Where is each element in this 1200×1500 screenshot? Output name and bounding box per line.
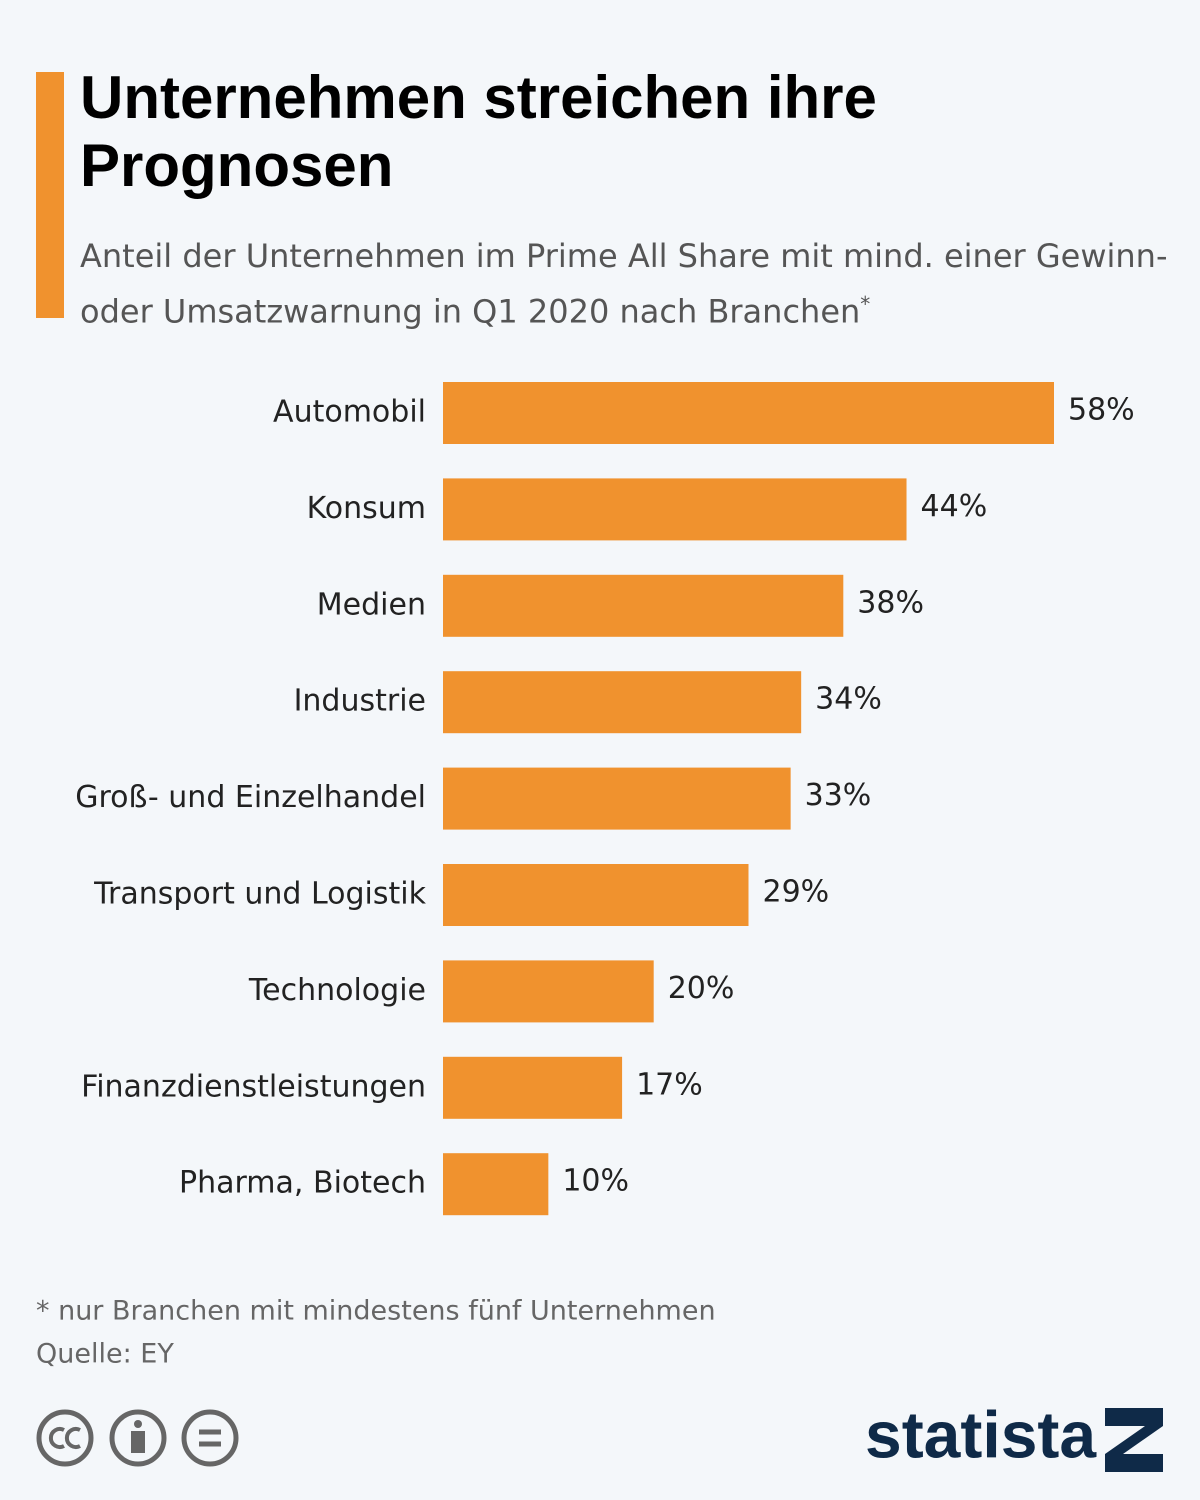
- bar: [443, 767, 791, 830]
- accent-bar: [36, 72, 64, 318]
- bar: [443, 671, 802, 734]
- bar: [443, 864, 749, 926]
- bar: [443, 960, 654, 1023]
- category-label: Industrie: [294, 684, 426, 719]
- category-label: Pharma, Biotech: [179, 1166, 426, 1201]
- chart-title: Unternehmen streichen ihre Prognosen: [80, 64, 877, 199]
- value-label: 38%: [857, 585, 924, 620]
- category-label: Konsum: [307, 491, 426, 526]
- bar: [443, 478, 907, 541]
- value-label: 34%: [815, 682, 882, 717]
- footnote: * nur Branchen mit mindestens fünf Unter…: [36, 1296, 716, 1327]
- bar: [443, 382, 1054, 444]
- value-label: 33%: [805, 778, 872, 813]
- brand-logo: statista: [865, 1397, 1097, 1471]
- license-icons: [36, 1409, 239, 1467]
- category-label: Groß- und Einzelhandel: [75, 780, 426, 815]
- value-label: 20%: [668, 971, 735, 1006]
- source: Quelle: EY: [36, 1339, 174, 1370]
- value-label: 58%: [1068, 393, 1135, 428]
- value-label: 29%: [763, 875, 830, 910]
- value-label: 44%: [921, 489, 988, 524]
- bar: [443, 574, 844, 637]
- subtitle-text: Anteil der Unternehmen im Prime All Shar…: [80, 237, 1168, 331]
- category-label: Medien: [317, 587, 426, 622]
- brand-icon: [1105, 1408, 1163, 1472]
- subtitle-marker: *: [860, 292, 871, 316]
- category-label: Transport und Logistik: [93, 877, 427, 912]
- category-label: Technologie: [248, 973, 426, 1008]
- category-label: Finanzdienstleistungen: [81, 1069, 426, 1104]
- value-label: 10%: [562, 1164, 629, 1199]
- category-label: Automobil: [273, 395, 426, 430]
- value-label: 17%: [636, 1067, 703, 1102]
- bar: [443, 1056, 623, 1119]
- chart-subtitle: Anteil der Unternehmen im Prime All Shar…: [80, 232, 1180, 336]
- bar: [443, 1153, 549, 1216]
